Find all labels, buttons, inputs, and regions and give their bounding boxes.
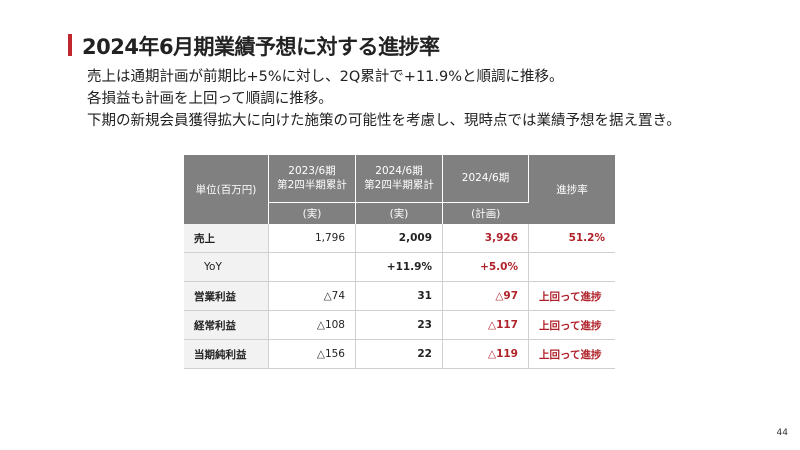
cell-rate: 上回って進捗 (528, 310, 615, 340)
cell-plan: 3,926 (442, 224, 529, 253)
table-row-yoy: YoY +11.9% +5.0% (184, 252, 615, 282)
col-actual-sub: (実) (355, 201, 443, 224)
summary-line-1: 売上は通期計画が前期比+5%に対し、2Q累計で+11.9%と順調に推移。 (87, 69, 564, 85)
summary-text: 売上は通期計画が前期比+5%に対し、2Q累計で+11.9%と順調に推移。 各損益… (87, 66, 681, 132)
title-accent-bar (68, 34, 72, 56)
cell-actual: 22 (355, 339, 443, 369)
row-label: 経常利益 (184, 310, 269, 340)
col-prev-period: 2023/6期 (288, 165, 336, 178)
cell-prev: 1,796 (268, 224, 356, 253)
unit-label: 単位(百万円) (184, 155, 269, 224)
col-actual-cumulative: 第2四半期累計 (364, 179, 434, 192)
cell-plan: △117 (442, 310, 529, 340)
row-label: 売上 (184, 224, 269, 253)
col-plan-header: 2024/6期 (442, 155, 529, 202)
cell-plan: +5.0% (442, 252, 529, 282)
col-actual-header: 2024/6期 第2四半期累計 (355, 155, 443, 202)
cell-prev: △108 (268, 310, 356, 340)
table-row-operating-profit: 営業利益 △74 31 △97 上回って進捗 (184, 281, 615, 311)
progress-table: 単位(百万円) 2023/6期 第2四半期累計 2024/6期 第2四半期累計 … (184, 155, 615, 369)
slide-title: 2024年6月期業績予想に対する進捗率 (82, 35, 440, 59)
cell-actual: 31 (355, 281, 443, 311)
cell-actual: 23 (355, 310, 443, 340)
cell-rate: 上回って進捗 (528, 281, 615, 311)
cell-rate (528, 252, 615, 282)
table-row-sales: 売上 1,796 2,009 3,926 51.2% (184, 224, 615, 253)
col-actual-period: 2024/6期 (375, 165, 423, 178)
summary-line-2: 各損益も計画を上回って順調に推移。 (87, 91, 333, 107)
col-rate-header: 進捗率 (528, 155, 615, 224)
cell-prev: △74 (268, 281, 356, 311)
cell-prev (268, 252, 356, 282)
row-label: 当期純利益 (184, 339, 269, 369)
row-label: YoY (184, 252, 269, 282)
table-subheader-row: (実) (実) (計画) (184, 201, 615, 224)
row-label: 営業利益 (184, 281, 269, 311)
page-number: 44 (776, 428, 788, 438)
table-row-net-profit: 当期純利益 △156 22 △119 上回って進捗 (184, 339, 615, 369)
col-plan-sub: (計画) (442, 201, 529, 224)
table-header-row: 単位(百万円) 2023/6期 第2四半期累計 2024/6期 第2四半期累計 … (184, 155, 615, 224)
cell-actual: 2,009 (355, 224, 443, 253)
cell-rate: 51.2% (528, 224, 615, 253)
cell-prev: △156 (268, 339, 356, 369)
col-plan-period: 2024/6期 (461, 172, 510, 185)
cell-actual: +11.9% (355, 252, 443, 282)
table-row-ordinary-profit: 経常利益 △108 23 △117 上回って進捗 (184, 310, 615, 340)
cell-rate: 上回って進捗 (528, 339, 615, 369)
col-prev-sub: (実) (268, 201, 356, 224)
cell-plan: △97 (442, 281, 529, 311)
summary-line-3: 下期の新規会員獲得拡大に向けた施策の可能性を考慮し、現時点では業績予想を据え置き… (87, 113, 681, 129)
cell-plan: △119 (442, 339, 529, 369)
col-prev-cumulative: 第2四半期累計 (277, 179, 347, 192)
col-prev-header: 2023/6期 第2四半期累計 (268, 155, 356, 202)
